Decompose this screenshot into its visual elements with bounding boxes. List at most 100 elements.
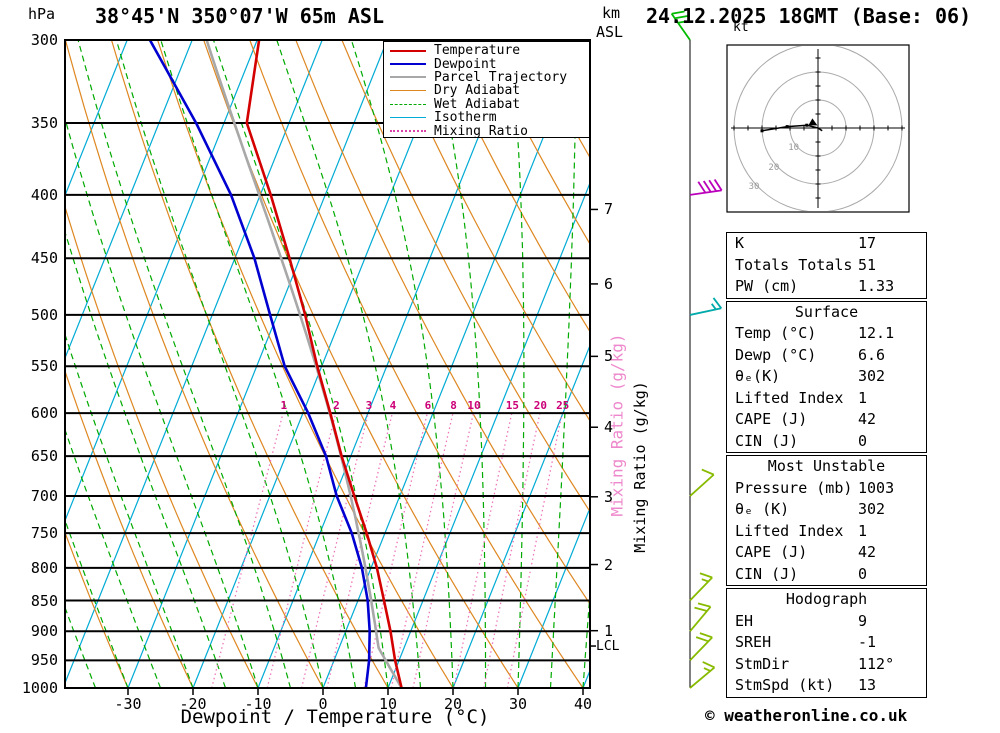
- stat-label: CAPE (J): [735, 410, 808, 428]
- hodograph-unit-label: kt: [733, 20, 749, 35]
- pressure-axis-unit: hPa: [28, 5, 56, 23]
- stat-row: θₑ (K) 302: [727, 499, 926, 521]
- legend-line-sample: [390, 103, 426, 105]
- legend: Temperature Dewpoint Parcel Trajectory Dry …: [383, 41, 590, 138]
- pressure-tick-label: 900: [30, 622, 58, 641]
- stat-label: CAPE (J): [735, 543, 808, 561]
- stat-label: EH: [735, 611, 754, 630]
- stat-value: -1: [858, 633, 877, 651]
- parcel-trajectory-line: [205, 40, 403, 688]
- km-tick-label: 4: [604, 418, 614, 437]
- km-tick-label: 2: [604, 555, 614, 574]
- legend-item-label: Temperature: [434, 43, 521, 59]
- stat-value: 0: [858, 564, 868, 583]
- stat-label: StmSpd (kt): [735, 676, 835, 694]
- pressure-tick-label: 850: [30, 591, 58, 610]
- plot-border: [64, 39, 591, 689]
- stat-value: 1.33: [858, 277, 895, 295]
- legend-item-label: Wet Adiabat: [434, 96, 521, 112]
- stat-label: Dewp (°C): [735, 345, 817, 364]
- km-tick-label: 7: [604, 200, 614, 219]
- legend-line-sample: [390, 63, 426, 66]
- temp-tick-label: 30: [508, 695, 528, 713]
- legend-line-sample: [390, 117, 426, 119]
- legend-item: Parcel Trajectory: [384, 71, 589, 84]
- lcl-marker-label: LCL: [596, 639, 620, 654]
- x-axis-label: Dewpoint / Temperature (°C): [180, 706, 490, 728]
- pressure-tick-label: 750: [30, 524, 58, 543]
- mixing-ratio-value-label: 4: [389, 399, 397, 413]
- stat-value: 17: [858, 234, 877, 252]
- hodograph: [726, 44, 910, 213]
- wind-barb: [689, 572, 713, 602]
- wind-barb: [689, 297, 723, 316]
- stats-section: Hodograph EH 9 SREH -1 StmDir 112° StmSpd (kt) 1…: [726, 588, 927, 698]
- km-tick-label: 5: [604, 347, 614, 366]
- stats-section: Most Unstable Pressure (mb) 1003 θₑ (K) 302 L…: [726, 455, 927, 586]
- stat-row: Lifted Index 1: [727, 388, 926, 410]
- legend-item-label: Mixing Ratio: [434, 123, 528, 139]
- pressure-tick-label: 550: [30, 357, 58, 376]
- pressure-tick-label: 600: [30, 404, 58, 423]
- stat-row: EH 9: [727, 611, 926, 633]
- legend-line-sample: [390, 130, 426, 133]
- mixing-ratio-value-label: 2: [333, 399, 340, 413]
- stat-row: CIN (J) 0: [727, 431, 926, 453]
- stat-label: Lifted Index: [735, 388, 844, 407]
- pressure-tick-label: 450: [30, 249, 58, 268]
- legend-line-sample: [390, 90, 426, 92]
- mixing-ratio-lines: [211, 412, 563, 688]
- temp-tick-label: 20: [443, 695, 463, 713]
- pressure-tick-label: 650: [30, 447, 58, 466]
- stat-row: StmSpd (kt) 13: [727, 675, 926, 697]
- stat-label: PW (cm): [735, 277, 799, 295]
- pressure-tick-label: 350: [30, 113, 58, 132]
- mixing-ratio-axis-label: Mixing Ratio (g/kg): [631, 381, 649, 553]
- pressure-tick-label: 700: [30, 487, 58, 506]
- stat-row: Temp (°C) 12.1: [727, 323, 926, 345]
- wind-barb: [689, 178, 723, 196]
- legend-item: Mixing Ratio: [384, 123, 589, 139]
- stats-section-header: Surface: [794, 302, 859, 321]
- stat-value: 1: [858, 388, 868, 407]
- wind-barb: [689, 632, 713, 662]
- pressure-tick-label: 800: [30, 558, 58, 577]
- temperature-line: [245, 40, 403, 688]
- plot-area: [65, 40, 590, 688]
- stat-value: 1: [858, 521, 868, 540]
- wind-barb: [670, 10, 691, 41]
- stat-row: SREH -1: [727, 632, 926, 654]
- pressure-tick-label: 1000: [21, 679, 58, 697]
- stat-value: 12.1: [858, 324, 895, 342]
- pressure-tick-label: 300: [30, 31, 58, 49]
- stat-value: 302: [858, 500, 886, 518]
- mixing-ratio-value-label: 8: [450, 399, 457, 413]
- legend-line-sample: [390, 49, 426, 52]
- stat-row: Dewp (°C) 6.6: [727, 345, 926, 367]
- stat-value: 0: [858, 431, 868, 450]
- legend-item-label: Parcel Trajectory: [434, 69, 568, 85]
- stats-section: K 17 Totals Totals 51 PW (cm) 1.33: [726, 232, 927, 299]
- pressure-tick-label: 500: [30, 305, 58, 324]
- stat-label: SREH: [735, 633, 772, 651]
- temp-tick-label: 0: [318, 695, 328, 713]
- legend-item-label: Isotherm: [434, 110, 497, 126]
- altitude-axis-unit2: ASL: [596, 23, 624, 41]
- temp-tick-label: -30: [114, 695, 142, 713]
- stat-label: Lifted Index: [735, 521, 844, 540]
- legend-item: Wet Adiabat: [384, 98, 589, 111]
- pressure-tick-label: 400: [30, 185, 58, 204]
- pressure-lines: [65, 40, 590, 688]
- temp-tick-label: -20: [179, 695, 207, 713]
- stat-row: StmDir 112°: [727, 654, 926, 676]
- stat-row: CAPE (J) 42: [727, 409, 926, 431]
- stats-section: Surface Temp (°C) 12.1 Dewp (°C) 6.6 θₑ(K) 302…: [726, 300, 927, 453]
- km-tick-label: 6: [604, 274, 614, 293]
- mixing-ratio-value-label: 6: [424, 399, 432, 413]
- mixing-ratio-value-label: 3: [365, 399, 373, 413]
- datetime-title: 24.12.2025 18GMT (Base: 06): [646, 4, 972, 28]
- mixing-ratio-value-label: 25: [556, 399, 570, 413]
- wind-barbs: [670, 10, 723, 689]
